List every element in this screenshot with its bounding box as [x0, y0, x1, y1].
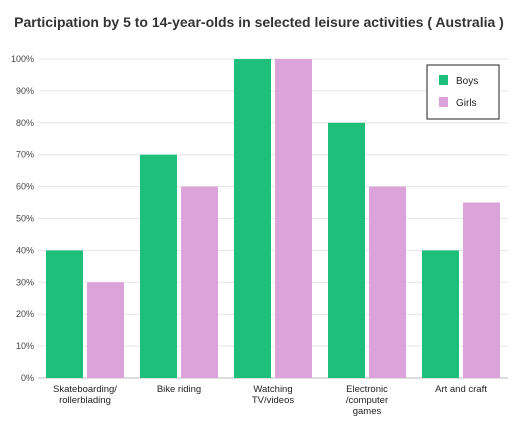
legend-swatch-boys: [439, 75, 448, 85]
x-axis-labels: Skateboarding/rollerblading Bike riding Wa…: [53, 384, 487, 417]
y-tick-label: 20%: [16, 309, 34, 319]
legend-label-boys: Boys: [456, 76, 478, 87]
y-tick-label: 10%: [16, 341, 34, 351]
legend: Boys Girls: [426, 64, 500, 120]
bar-boys-3: [328, 122, 365, 378]
bar-boys-2: [234, 59, 271, 378]
x-category-label: TV/videos: [252, 395, 294, 406]
bar-girls-1: [181, 186, 218, 378]
bar-girls-0: [87, 282, 124, 378]
legend-box: [426, 64, 500, 120]
bar-boys-4: [422, 250, 459, 378]
x-category-label: /computer: [346, 395, 388, 406]
y-tick-label: 70%: [16, 150, 34, 160]
legend-label-girls: Girls: [456, 98, 477, 109]
y-tick-label: 60%: [16, 182, 34, 192]
y-tick-label: 90%: [16, 86, 34, 96]
x-category-label: games: [353, 406, 382, 417]
legend-swatch-girls: [439, 97, 448, 107]
y-tick-label: 30%: [16, 277, 34, 287]
bars: [46, 59, 500, 378]
x-category-label: Skateboarding/: [53, 384, 117, 395]
bar-girls-4: [463, 202, 500, 378]
y-tick-label: 50%: [16, 214, 34, 224]
y-tick-label: 0%: [21, 373, 34, 383]
y-tick-label: 40%: [16, 245, 34, 255]
bar-girls-2: [275, 59, 312, 378]
y-tick-label: 100%: [11, 54, 34, 64]
x-category-label: rollerblading: [59, 395, 111, 406]
y-axis-ticks: 0% 10% 20% 30% 40% 50% 60% 70% 80% 90% 100%: [11, 54, 34, 383]
chart-title: Participation by 5 to 14-year-olds in se…: [14, 14, 504, 30]
x-category-label: Bike riding: [157, 384, 201, 395]
x-category-label: Art and craft: [435, 384, 487, 395]
bar-boys-1: [140, 154, 177, 378]
bar-boys-0: [46, 250, 83, 378]
x-category-label: Electronic: [346, 384, 388, 395]
x-category-label: Watching: [253, 384, 292, 395]
bar-girls-3: [369, 186, 406, 378]
y-tick-label: 80%: [16, 118, 34, 128]
